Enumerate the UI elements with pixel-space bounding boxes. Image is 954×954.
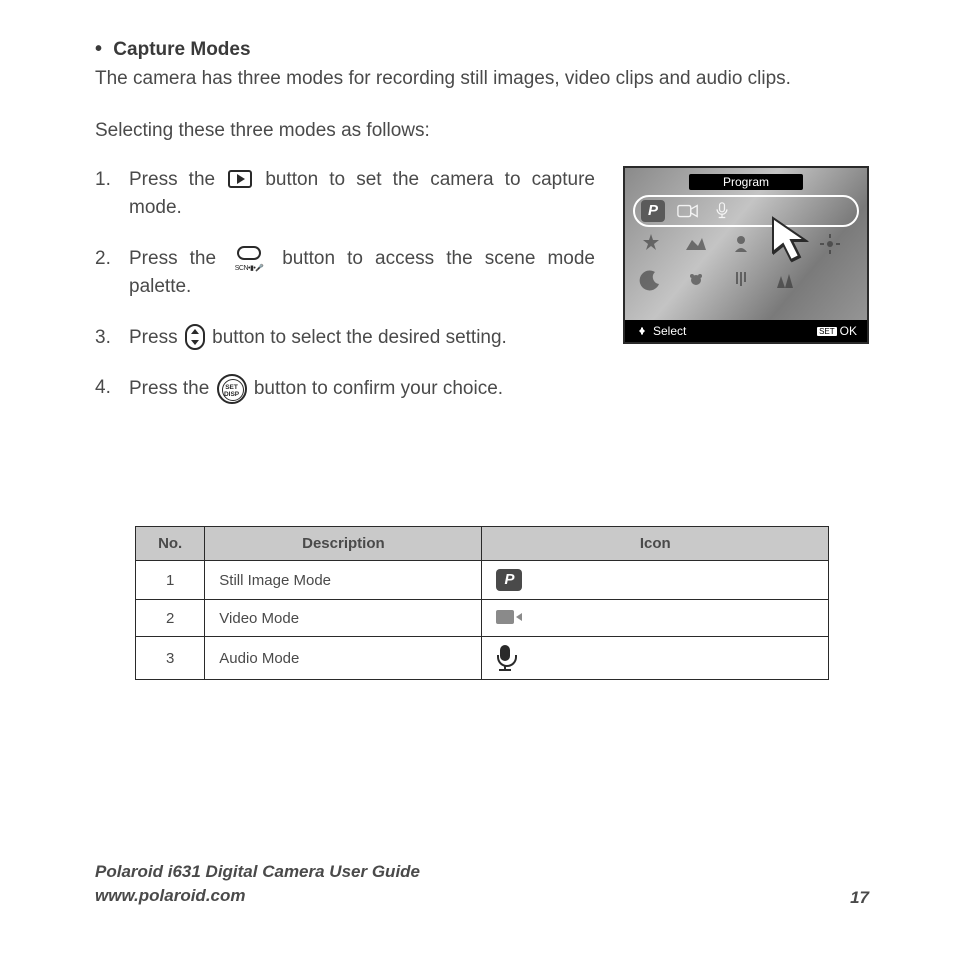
video-mode-icon	[677, 202, 699, 220]
guide-title: Polaroid i631 Digital Camera User Guide	[95, 860, 420, 884]
table-row: 3 Audio Mode	[136, 637, 829, 680]
col-no: No.	[136, 527, 205, 561]
table-row: 1 Still Image Mode P	[136, 561, 829, 600]
scene-icon	[639, 232, 663, 256]
camera-screenshot: Program P Select SETOK	[623, 166, 869, 344]
scene-icon	[729, 232, 753, 256]
footer-left: Polaroid i631 Digital Camera User Guide …	[95, 860, 420, 908]
step-text: Press button to select the desired setti…	[129, 324, 595, 353]
ok-indicator: SETOK	[817, 324, 857, 338]
cell-desc: Audio Mode	[205, 637, 482, 680]
cell-no: 3	[136, 637, 205, 680]
screenshot-footer: Select SETOK	[625, 320, 867, 342]
nav-diamond-icon	[635, 324, 649, 338]
table-header-row: No. Description Icon	[136, 527, 829, 561]
audio-mode-icon	[711, 202, 733, 220]
cell-desc: Video Mode	[205, 600, 482, 637]
playback-icon	[228, 170, 252, 188]
step-number: 4.	[95, 374, 129, 404]
page-number: 17	[850, 888, 869, 908]
heading-text: Capture Modes	[113, 39, 250, 60]
step-number: 3.	[95, 324, 129, 353]
cell-desc: Still Image Mode	[205, 561, 482, 600]
scene-icon	[684, 232, 708, 256]
step-number: 2.	[95, 245, 129, 302]
video-mode-icon	[496, 608, 524, 628]
cursor-icon	[769, 214, 823, 273]
set-disp-icon: SETDISP	[217, 374, 247, 404]
page-footer: Polaroid i631 Digital Camera User Guide …	[95, 860, 869, 908]
step-3: 3. Press button to select the desired se…	[95, 324, 595, 353]
content-row: 1. Press the button to set the camera to…	[95, 166, 869, 427]
table-row: 2 Video Mode	[136, 600, 829, 637]
guide-url: www.polaroid.com	[95, 884, 420, 908]
cell-no: 1	[136, 561, 205, 600]
scene-icon	[639, 268, 663, 292]
col-icon: Icon	[482, 527, 829, 561]
p-mode-icon: P	[641, 200, 665, 222]
cell-icon	[482, 600, 829, 637]
section-heading: • Capture Modes	[95, 38, 869, 61]
bullet-icon: •	[95, 38, 102, 60]
intro-text: The camera has three modes for recording…	[95, 65, 869, 94]
cell-icon: P	[482, 561, 829, 600]
subintro-text: Selecting these three modes as follows:	[95, 120, 869, 142]
mode-table: No. Description Icon 1 Still Image Mode …	[135, 526, 829, 680]
scene-icon: SCN•▮•🎤	[230, 246, 268, 270]
steps-list: 1. Press the button to set the camera to…	[95, 166, 595, 427]
audio-mode-icon	[496, 645, 514, 671]
col-desc: Description	[205, 527, 482, 561]
cell-no: 2	[136, 600, 205, 637]
step-text: Press the button to set the camera to ca…	[129, 166, 595, 223]
step-2: 2. Press the SCN•▮•🎤 button to access th…	[95, 245, 595, 302]
mode-selection-row: P	[633, 195, 859, 227]
step-text: Press the SETDISP button to confirm your…	[129, 374, 595, 404]
scene-icon	[684, 268, 708, 292]
step-4: 4. Press the SETDISP button to confirm y…	[95, 374, 595, 404]
step-1: 1. Press the button to set the camera to…	[95, 166, 595, 223]
set-badge: SET	[817, 327, 837, 336]
scene-icon	[729, 268, 753, 292]
step-number: 1.	[95, 166, 129, 223]
cell-icon	[482, 637, 829, 680]
still-image-icon: P	[496, 569, 522, 591]
step-text: Press the SCN•▮•🎤 button to access the s…	[129, 245, 595, 302]
program-label: Program	[689, 174, 803, 190]
select-indicator: Select	[635, 324, 686, 338]
nav-icon	[185, 324, 205, 350]
